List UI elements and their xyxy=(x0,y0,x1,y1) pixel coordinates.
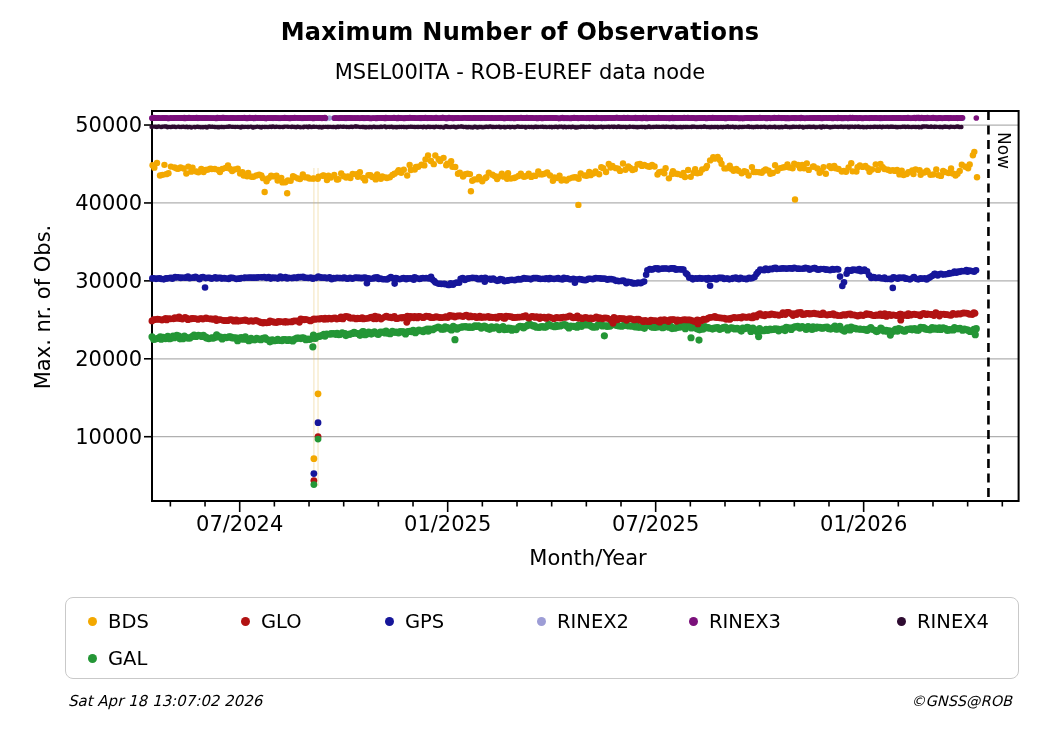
legend-item-label: RINEX2 xyxy=(557,610,629,633)
y-tick-label: 40000 xyxy=(56,192,142,214)
y-tick-label: 10000 xyxy=(56,426,142,448)
legend-box: BDS GLO GPS RINEX2 RINEX3 RINEX4 xyxy=(65,597,1019,679)
legend-item-gps: GPS xyxy=(385,606,537,636)
legend-item-rinex2: RINEX2 xyxy=(537,606,689,636)
observation-chart-figure: Maximum Number of Observations MSEL00ITA… xyxy=(0,0,1040,734)
y-axis-label: Max. nr. of Obs. xyxy=(31,207,55,407)
legend-item-glo: GLO xyxy=(241,606,385,636)
bds-marker-icon xyxy=(88,617,97,626)
rinex4-marker-icon xyxy=(897,617,906,626)
legend-item-label: GPS xyxy=(405,610,444,633)
copyright-text: ©GNSS@ROB xyxy=(640,693,1012,709)
legend-item-label: RINEX3 xyxy=(709,610,781,633)
legend-item-rinex3: RINEX3 xyxy=(689,606,897,636)
legend-item-label: GAL xyxy=(108,647,147,670)
chart-title: Maximum Number of Observations xyxy=(0,18,1040,46)
legend-item-bds: BDS xyxy=(88,606,241,636)
x-axis-label: Month/Year xyxy=(0,546,1040,570)
x-tick-label: 01/2026 xyxy=(794,512,934,536)
x-tick-label: 07/2024 xyxy=(170,512,310,536)
chart-subtitle: MSEL00ITA - ROB-EUREF data node xyxy=(0,60,1040,84)
legend-grid: BDS GLO GPS RINEX2 RINEX3 RINEX4 xyxy=(88,606,1018,673)
legend-item-label: BDS xyxy=(108,610,149,633)
gps-marker-icon xyxy=(385,617,394,626)
rinex2-marker-icon xyxy=(537,617,546,626)
legend-item-label: GLO xyxy=(261,610,302,633)
legend-item-rinex4: RINEX4 xyxy=(897,606,1018,636)
legend-item-label: RINEX4 xyxy=(917,610,989,633)
y-tick-label: 20000 xyxy=(56,348,142,370)
glo-marker-icon xyxy=(241,617,250,626)
legend-item-gal: GAL xyxy=(88,643,241,673)
plot-timestamp: Sat Apr 18 13:07:02 2026 xyxy=(68,692,262,710)
y-tick-label: 50000 xyxy=(56,114,142,136)
now-marker-label: Now xyxy=(994,132,1014,169)
gal-marker-icon xyxy=(88,654,97,663)
rinex3-marker-icon xyxy=(689,617,698,626)
x-tick-label: 01/2025 xyxy=(378,512,518,536)
x-tick-label: 07/2025 xyxy=(586,512,726,536)
y-tick-label: 30000 xyxy=(56,270,142,292)
